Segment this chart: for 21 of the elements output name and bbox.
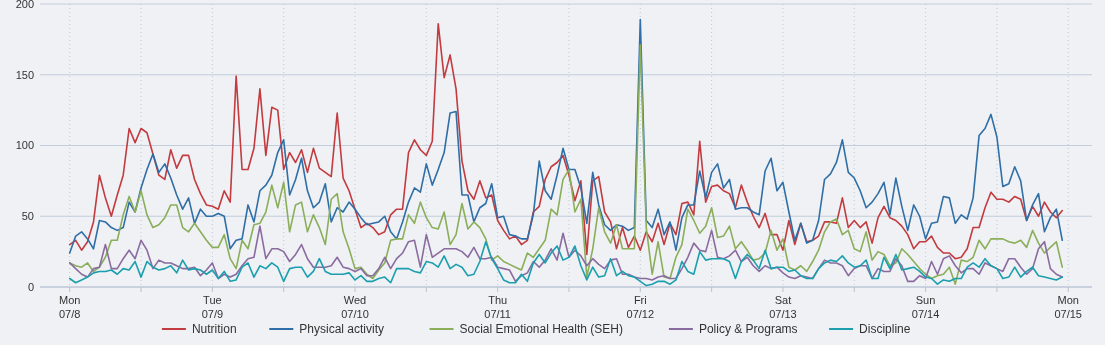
line-series [68,240,1064,287]
legend-label: Nutrition [191,322,237,336]
y-tick-label: 100 [15,139,34,152]
x-tick-label: Fri 07/12 [626,294,655,320]
x-tick-label: Sun 07/14 [911,294,940,320]
x-tick-label: Tue 07/9 [201,294,224,320]
y-tick-label: 150 [15,68,34,81]
y-tick-label: 0 [27,280,34,293]
y-tick-label: 50 [21,210,34,223]
line-series [68,44,1064,285]
legend-label: Discipline [859,322,911,336]
x-tick-label: Thu 07/11 [484,294,512,320]
y-tick-label: 200 [15,0,34,10]
line-series [68,225,1064,283]
x-tick-label: Mon 07/15 [1054,294,1082,320]
legend-label: Physical activity [299,322,384,336]
legend-label: Social Emotional Health (SEH) [459,322,623,336]
x-tick-label: Mon 07/8 [59,294,81,320]
x-tick-label: Wed 07/10 [341,294,369,320]
x-tick-label: Sat 07/13 [769,294,797,320]
legend-label: Policy & Programs [698,322,798,336]
